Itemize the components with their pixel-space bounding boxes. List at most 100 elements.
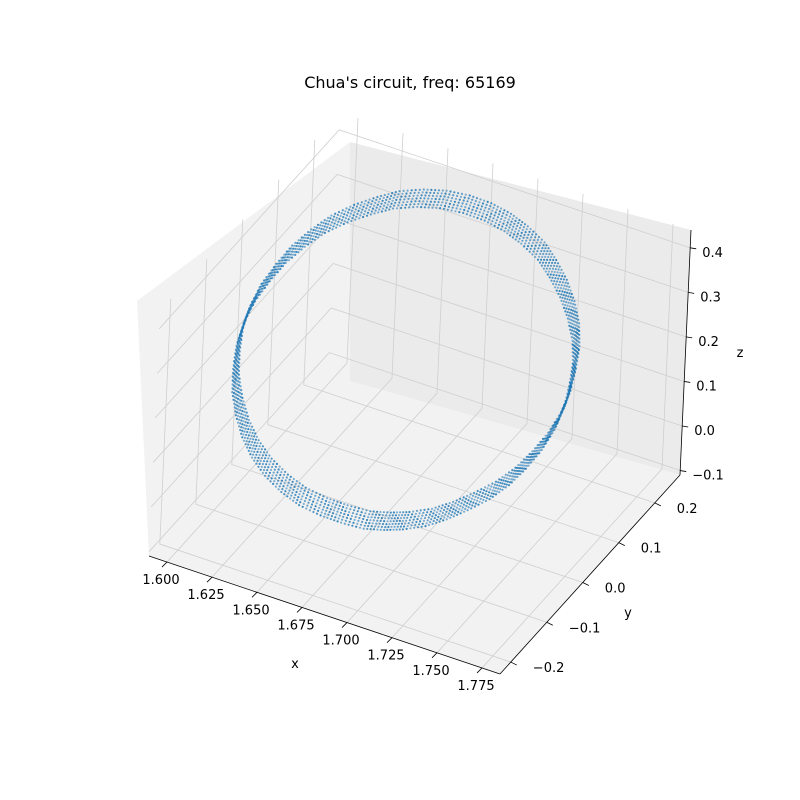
data-point	[277, 488, 280, 491]
data-point	[368, 522, 371, 525]
data-point	[238, 381, 242, 384]
data-point	[556, 271, 559, 274]
data-point	[513, 469, 516, 472]
data-point	[483, 219, 486, 222]
data-point	[311, 238, 314, 241]
data-point	[267, 474, 270, 477]
data-point	[502, 479, 505, 482]
data-point	[265, 276, 268, 279]
data-point	[341, 218, 344, 222]
data-point	[304, 486, 307, 489]
data-point	[350, 505, 353, 508]
data-point	[386, 203, 389, 206]
data-point	[499, 481, 502, 484]
data-point	[275, 265, 278, 268]
data-point	[290, 256, 294, 259]
data-point	[548, 267, 552, 270]
data-point	[510, 220, 513, 223]
data-point	[407, 522, 410, 525]
data-point	[419, 520, 422, 523]
data-point	[527, 455, 530, 459]
data-point	[310, 241, 313, 244]
data-point	[496, 205, 499, 208]
data-point	[330, 515, 333, 518]
data-point	[385, 198, 388, 201]
data-point	[379, 205, 382, 208]
data-point	[520, 464, 523, 467]
data-point	[299, 501, 302, 504]
data-point	[453, 512, 456, 515]
data-point	[541, 255, 544, 258]
data-point	[536, 250, 539, 253]
data-point	[252, 297, 256, 300]
data-point	[420, 517, 423, 520]
data-point	[401, 528, 404, 531]
data-point	[571, 316, 574, 319]
data-point	[241, 396, 244, 399]
data-point	[527, 461, 530, 464]
data-point	[426, 511, 429, 514]
data-point	[562, 278, 566, 281]
data-point	[232, 388, 235, 391]
x-tick-mark	[476, 667, 483, 674]
data-point	[568, 298, 571, 301]
data-point	[348, 510, 351, 514]
data-point	[519, 234, 522, 237]
data-point	[295, 244, 298, 248]
data-point	[433, 200, 436, 203]
data-point	[503, 476, 506, 479]
data-point	[297, 496, 300, 499]
data-point	[252, 438, 255, 441]
data-point	[344, 210, 347, 213]
data-point	[512, 233, 516, 236]
data-point	[572, 336, 575, 339]
data-point	[452, 508, 455, 511]
axis-lines	[148, 229, 692, 675]
data-point	[509, 474, 512, 477]
data-point	[376, 203, 379, 206]
data-point	[537, 449, 540, 452]
data-point	[234, 414, 237, 417]
data-point	[336, 500, 339, 503]
data-point	[270, 269, 273, 272]
data-point	[471, 208, 474, 211]
y-grid-line	[231, 219, 583, 583]
data-point	[441, 511, 444, 514]
data-point	[310, 503, 314, 506]
data-point	[492, 486, 495, 489]
data-point	[426, 188, 429, 191]
data-point	[243, 404, 246, 407]
data-point	[330, 505, 333, 508]
data-point	[408, 195, 411, 198]
data-point	[238, 418, 241, 421]
data-point	[255, 444, 258, 448]
data-point	[380, 202, 383, 205]
data-point	[480, 488, 483, 491]
data-point	[473, 212, 477, 215]
data-point	[300, 498, 303, 501]
data-point	[493, 224, 496, 227]
data-point	[248, 308, 251, 311]
data-point	[504, 216, 507, 219]
data-point	[277, 265, 280, 268]
data-point	[566, 282, 570, 285]
data-point	[546, 250, 549, 253]
data-point	[399, 511, 402, 514]
data-point	[327, 223, 330, 226]
data-point	[233, 385, 236, 388]
data-point	[415, 197, 418, 200]
data-point	[564, 303, 567, 307]
data-point	[569, 289, 572, 292]
data-point	[538, 452, 541, 455]
data-point	[391, 514, 394, 517]
data-point	[549, 258, 552, 261]
data-point	[475, 209, 478, 212]
data-point	[435, 511, 438, 514]
data-point	[563, 291, 566, 294]
data-point	[244, 407, 247, 410]
data-point	[390, 194, 393, 198]
data-point	[539, 241, 542, 244]
data-point	[567, 288, 570, 291]
data-point	[236, 404, 239, 407]
data-point	[238, 362, 241, 365]
